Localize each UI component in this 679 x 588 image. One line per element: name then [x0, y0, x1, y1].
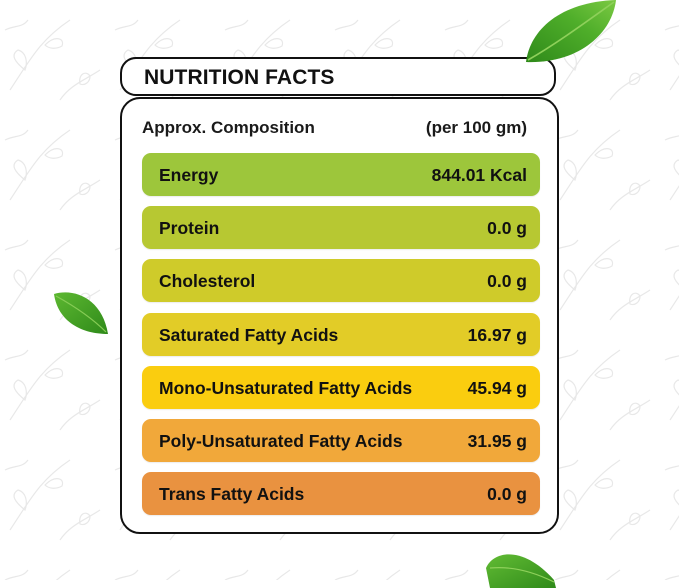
nutrient-list: Energy 844.01 Kcal Protein 0.0 g Cholest…	[142, 153, 540, 525]
nutrient-value: 844.01 Kcal	[431, 165, 527, 185]
nutrient-row-trans-fatty-acids: Trans Fatty Acids 0.0 g	[142, 472, 540, 516]
nutrition-facts-header: NUTRITION FACTS	[120, 57, 556, 96]
nutrient-name: Mono-Unsaturated Fatty Acids	[159, 377, 413, 398]
composition-header: Approx. Composition (per 100 gm)	[142, 118, 527, 140]
nutrient-value: 45.94 g	[467, 377, 527, 398]
nutrient-row-energy: Energy 844.01 Kcal	[142, 153, 540, 196]
nutrient-name: Protein	[159, 218, 220, 239]
nutrient-name: Trans Fatty Acids	[159, 484, 305, 505]
leaf-icon-top-right	[526, 0, 616, 63]
nutrient-row-poly-unsaturated-fatty-acids: Poly-Unsaturated Fatty Acids 31.95 g	[142, 418, 540, 462]
nutrient-value: 0.0 g	[487, 218, 527, 239]
nutrient-row-saturated-fatty-acids: Saturated Fatty Acids 16.97 g	[142, 312, 540, 356]
nutrient-value: 31.95 g	[467, 430, 527, 451]
composition-basis: (per 100 gm)	[425, 118, 527, 137]
nutrient-name: Saturated Fatty Acids	[159, 324, 339, 345]
leaf-icon-bottom	[486, 554, 556, 588]
nutrient-row-cholesterol: Cholesterol 0.0 g	[142, 259, 540, 303]
page-title: NUTRITION FACTS	[144, 66, 335, 89]
nutrient-name: Poly-Unsaturated Fatty Acids	[159, 430, 403, 451]
nutrient-value: 0.0 g	[487, 484, 527, 505]
nutrient-row-protein: Protein 0.0 g	[142, 206, 540, 250]
nutrient-value: 16.97 g	[467, 324, 527, 345]
leaf-icon-left	[54, 292, 108, 334]
nutrient-value: 0.0 g	[487, 271, 527, 292]
composition-label: Approx. Composition	[142, 118, 315, 137]
nutrition-table: Approx. Composition (per 100 gm) Energy …	[120, 97, 559, 534]
nutrient-name: Energy	[159, 165, 219, 185]
nutrient-name: Cholesterol	[159, 271, 256, 292]
nutrient-row-mono-unsaturated-fatty-acids: Mono-Unsaturated Fatty Acids 45.94 g	[142, 365, 540, 409]
